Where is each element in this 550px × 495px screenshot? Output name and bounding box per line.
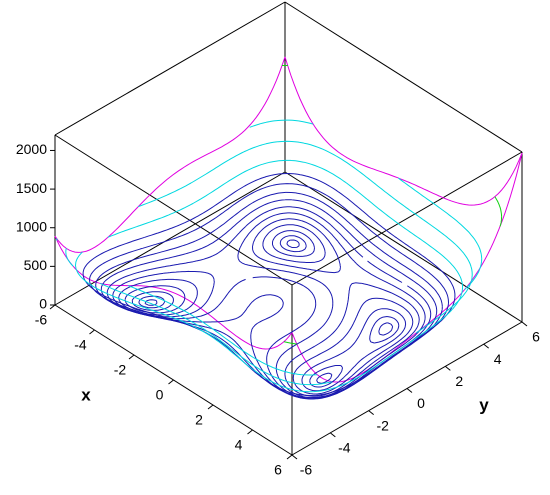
contour-line: [106, 206, 432, 400]
box-edge: [54, 171, 286, 306]
contour-line: [118, 218, 420, 397]
box-edge: [54, 134, 293, 286]
y-axis-label: y: [479, 395, 489, 414]
surface-edge: [54, 235, 293, 350]
x-tick-label: 2: [195, 412, 203, 428]
y-tick-label: -6: [300, 462, 313, 478]
x-tick: [247, 429, 253, 435]
x-tick-label: 6: [274, 462, 282, 478]
y-tick: [445, 365, 451, 371]
z-tick-label: 1000: [16, 218, 47, 234]
contour-line: [65, 140, 473, 386]
y-tick: [330, 432, 336, 438]
y-tick: [368, 410, 374, 416]
box-edge: [291, 151, 523, 286]
z-tick-label: 2000: [16, 141, 47, 157]
y-tick-label: 4: [494, 351, 502, 367]
x-tick-label: -4: [74, 337, 87, 353]
x-tick-label: -2: [114, 362, 127, 378]
box-edge: [284, 171, 523, 323]
x-tick: [286, 454, 293, 460]
contour-line: [100, 199, 438, 400]
z-tick-label: 0: [39, 296, 47, 312]
contour-line: [56, 119, 483, 376]
x-tick-label: 0: [156, 387, 164, 403]
z-tick-label: 1500: [16, 180, 47, 196]
x-tick-label: 4: [235, 437, 243, 453]
surface-edge: [54, 56, 286, 253]
x-tick: [49, 304, 56, 310]
y-tick-label: -2: [376, 417, 389, 433]
box-edge: [284, 1, 523, 153]
x-tick-label: -6: [35, 312, 48, 328]
x-tick: [168, 379, 174, 385]
contour-line: [138, 235, 400, 388]
y-tick-label: 0: [417, 395, 425, 411]
x-tick: [207, 404, 214, 410]
y-tick-label: 6: [532, 329, 540, 345]
x-tick: [89, 329, 95, 335]
contour-line: [131, 230, 407, 392]
y-tick-label: 2: [455, 373, 463, 389]
box-edge: [54, 1, 286, 136]
contour-line: [144, 239, 394, 384]
contour-line: [75, 159, 464, 393]
y-tick-label: -4: [338, 440, 351, 456]
surface-edge: [284, 56, 523, 206]
contour-line: [282, 65, 503, 345]
y-tick: [521, 321, 528, 327]
z-tick-label: 500: [24, 257, 48, 273]
y-tick: [291, 454, 298, 460]
y-tick: [483, 343, 489, 349]
x-tick: [128, 354, 135, 360]
contour-line: [82, 173, 456, 396]
surface-edge: [291, 152, 523, 383]
x-axis-label: x: [81, 385, 91, 404]
y-tick: [406, 388, 413, 393]
